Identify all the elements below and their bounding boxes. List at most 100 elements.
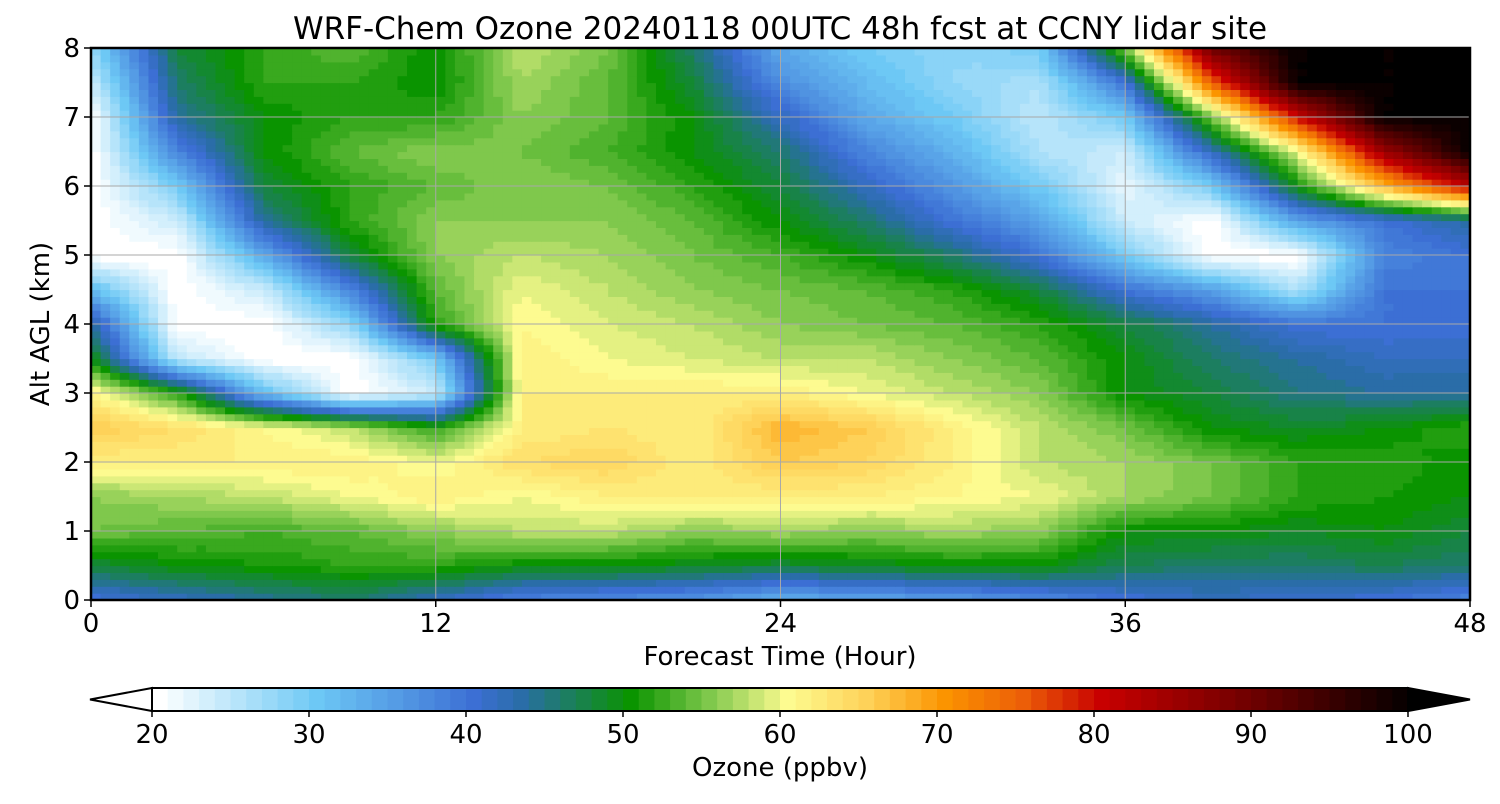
contour-cell xyxy=(780,427,791,435)
contour-cell xyxy=(282,482,293,491)
contour-cell xyxy=(1297,379,1308,387)
contour-cell xyxy=(158,544,169,553)
contour-cell xyxy=(895,517,906,525)
contour-cell xyxy=(1086,531,1098,539)
contour-cell xyxy=(895,468,906,477)
contour-cell xyxy=(837,365,849,373)
contour-cell xyxy=(493,420,504,429)
contour-cell xyxy=(904,558,916,567)
contour-cell xyxy=(588,517,600,525)
contour-cell xyxy=(627,358,638,366)
contour-cell xyxy=(502,365,513,373)
contour-cell xyxy=(713,524,724,532)
contour-cell xyxy=(541,482,552,491)
contour-cell xyxy=(502,537,513,546)
contour-cell xyxy=(1077,434,1088,442)
contour-cell xyxy=(320,379,332,387)
contour-cell xyxy=(483,579,494,587)
contour-cell xyxy=(1077,531,1088,539)
contour-cell xyxy=(809,544,820,553)
contour-cell xyxy=(110,379,121,387)
contour-cell xyxy=(234,572,245,580)
contour-cell xyxy=(215,372,226,380)
contour-cell xyxy=(1345,462,1356,470)
contour-cell xyxy=(1077,441,1088,449)
contour-cell xyxy=(732,462,743,470)
contour-cell xyxy=(991,386,1002,394)
contour-cell xyxy=(579,496,590,504)
contour-cell xyxy=(1029,406,1040,415)
contour-cell xyxy=(138,517,150,525)
contour-cell xyxy=(1000,482,1011,491)
contour-cell xyxy=(866,510,877,518)
contour-cell xyxy=(1010,406,1021,415)
contour-cell xyxy=(924,379,935,387)
contour-cell xyxy=(837,517,849,525)
contour-cell xyxy=(1106,489,1117,498)
contour-cell xyxy=(483,510,494,518)
contour-cell xyxy=(1221,537,1232,546)
contour-cell xyxy=(483,372,494,380)
contour-cell xyxy=(1058,593,1069,601)
contour-cell xyxy=(588,544,600,553)
contour-cell xyxy=(617,455,628,463)
contour-cell xyxy=(1134,462,1146,470)
contour-cell xyxy=(1153,565,1165,573)
contour-cell xyxy=(837,551,849,560)
contour-cell xyxy=(943,406,954,415)
contour-cell xyxy=(924,558,935,567)
contour-cell xyxy=(387,406,399,415)
contour-cell xyxy=(1374,455,1385,463)
contour-cell xyxy=(1115,489,1126,498)
contour-cell xyxy=(952,427,964,435)
contour-cell xyxy=(1048,434,1059,442)
contour-cell xyxy=(1039,420,1050,429)
contour-cell xyxy=(665,558,676,567)
contour-cell xyxy=(445,475,456,484)
contour-cell xyxy=(962,558,973,567)
contour-cell xyxy=(474,482,485,491)
contour-cell xyxy=(244,379,255,387)
contour-cell xyxy=(1422,434,1433,442)
contour-cell xyxy=(483,358,494,366)
contour-cell xyxy=(1019,420,1031,429)
contour-cell xyxy=(311,379,322,387)
contour-cell xyxy=(1249,455,1260,463)
contour-cell xyxy=(1345,455,1356,463)
contour-cell xyxy=(1422,393,1433,401)
contour-cell xyxy=(435,537,446,546)
contour-cell xyxy=(205,510,217,518)
contour-cell xyxy=(703,434,715,442)
contour-cell xyxy=(1058,565,1069,573)
contour-cell xyxy=(445,537,456,546)
contour-cell xyxy=(531,434,542,442)
contour-cell xyxy=(407,365,418,373)
contour-cell xyxy=(694,475,705,484)
contour-cell xyxy=(1163,572,1174,580)
contour-cell xyxy=(320,413,332,422)
contour-cell xyxy=(550,496,561,504)
contour-cell xyxy=(1192,475,1203,484)
contour-cell xyxy=(1153,434,1165,442)
contour-cell xyxy=(1077,551,1088,560)
contour-cell xyxy=(359,379,370,387)
contour-cell xyxy=(904,572,916,580)
contour-cell xyxy=(1259,427,1270,435)
contour-cell xyxy=(1125,475,1136,484)
contour-cell xyxy=(1058,406,1069,415)
contour-cell xyxy=(1288,372,1299,380)
contour-cell xyxy=(1039,475,1050,484)
contour-cell xyxy=(349,399,360,408)
contour-cell xyxy=(1039,406,1050,415)
contour-cell xyxy=(732,420,743,429)
contour-cell xyxy=(205,420,217,429)
contour-cell xyxy=(1288,482,1299,491)
contour-cell xyxy=(1048,565,1059,573)
contour-cell xyxy=(148,510,159,518)
contour-cell xyxy=(244,482,255,491)
contour-cell xyxy=(1077,462,1088,470)
contour-cell xyxy=(1173,434,1184,442)
contour-cell xyxy=(1345,365,1356,373)
contour-cell xyxy=(684,544,695,553)
contour-cell xyxy=(100,434,111,442)
